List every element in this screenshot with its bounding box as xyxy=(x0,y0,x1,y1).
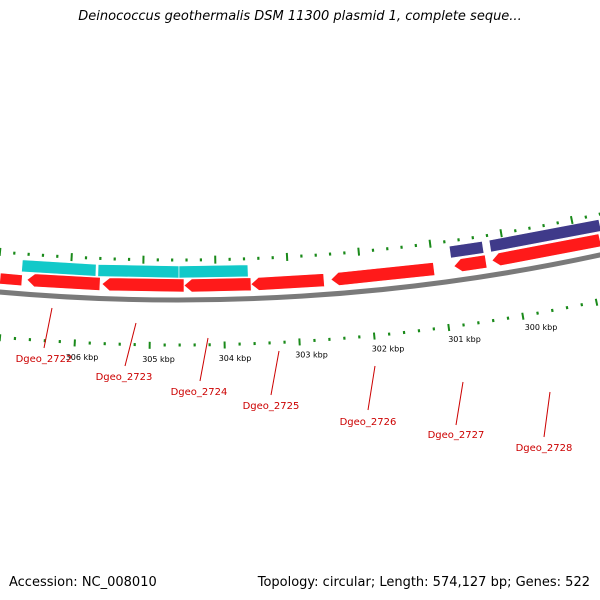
tick-mark xyxy=(528,226,531,230)
gene-label: Dgeo_2728 xyxy=(516,443,573,454)
tick-mark xyxy=(357,247,361,256)
tick-mark xyxy=(565,305,569,310)
outer-tick-track xyxy=(0,298,599,349)
gene-arrow xyxy=(97,264,180,279)
inner-tick-track xyxy=(0,212,600,264)
tick-mark xyxy=(580,303,584,307)
gene-label: Dgeo_2725 xyxy=(243,401,300,412)
tick-mark xyxy=(521,312,525,320)
gene-arrow xyxy=(26,273,101,291)
gene-leader-line xyxy=(270,350,280,396)
tick-mark xyxy=(542,223,545,228)
gene-leader-line xyxy=(543,391,551,438)
gene-leader-line xyxy=(43,307,53,349)
kbp-label: 302 kbp xyxy=(372,344,405,353)
tick-mark xyxy=(594,298,599,306)
kbp-label: 304 kbp xyxy=(219,354,252,363)
gene-arrow xyxy=(491,233,600,267)
gene-label: Dgeo_2727 xyxy=(428,430,485,441)
gene-arrow xyxy=(250,273,325,291)
gene-label: Dgeo_2724 xyxy=(171,387,228,398)
topology-summary: Topology: circular; Length: 574,127 bp; … xyxy=(257,575,590,590)
tick-mark xyxy=(536,311,539,315)
tick-mark xyxy=(569,215,574,225)
kbp-label: 301 kbp xyxy=(448,335,481,344)
gene-arrow xyxy=(0,272,23,287)
gene-leader-line xyxy=(455,381,464,426)
tick-mark xyxy=(550,308,554,313)
kbp-label: 305 kbp xyxy=(142,355,175,364)
plasmid-backbone xyxy=(0,252,600,303)
tick-mark xyxy=(499,229,503,238)
gene-track xyxy=(0,219,600,293)
tick-mark xyxy=(584,215,588,219)
accession-text: Accession: NC_008010 xyxy=(9,575,157,590)
gene-label-leaders xyxy=(43,307,551,438)
gene-arrow xyxy=(101,277,185,293)
gene-arrow xyxy=(21,259,97,277)
gene-arrow xyxy=(453,254,488,272)
gene-arrow xyxy=(330,262,436,286)
gene-arrow xyxy=(448,240,485,259)
tick-mark xyxy=(372,332,376,340)
gene-arrow xyxy=(178,264,249,279)
gene-arrow xyxy=(183,277,252,293)
kbp-label: 300 kbp xyxy=(525,323,558,332)
map-title: Deinococcus geothermalis DSM 11300 plasm… xyxy=(78,9,522,24)
tick-mark xyxy=(556,221,560,225)
kbp-label: 303 kbp xyxy=(295,351,328,360)
gene-label: Dgeo_2722 xyxy=(16,354,73,365)
kbp-label: 306 kbp xyxy=(66,353,99,362)
gene-leader-line xyxy=(367,365,376,411)
gene-label-group: Dgeo_2722 Dgeo_2723 Dgeo_2724 Dgeo_2725 Dgeo… xyxy=(16,354,573,454)
kbp-label-group: 306 kbp 305 kbp 304 kbp 303 kbp 302 kbp 301 k… xyxy=(66,323,558,364)
tick-mark xyxy=(428,239,432,248)
gene-label: Dgeo_2723 xyxy=(96,372,153,383)
gene-arrow xyxy=(488,219,600,253)
gene-leader-line xyxy=(124,322,137,367)
tick-mark xyxy=(513,229,517,233)
gene-leader-line xyxy=(199,337,209,382)
gene-label: Dgeo_2726 xyxy=(340,417,397,428)
tick-mark xyxy=(447,323,451,332)
